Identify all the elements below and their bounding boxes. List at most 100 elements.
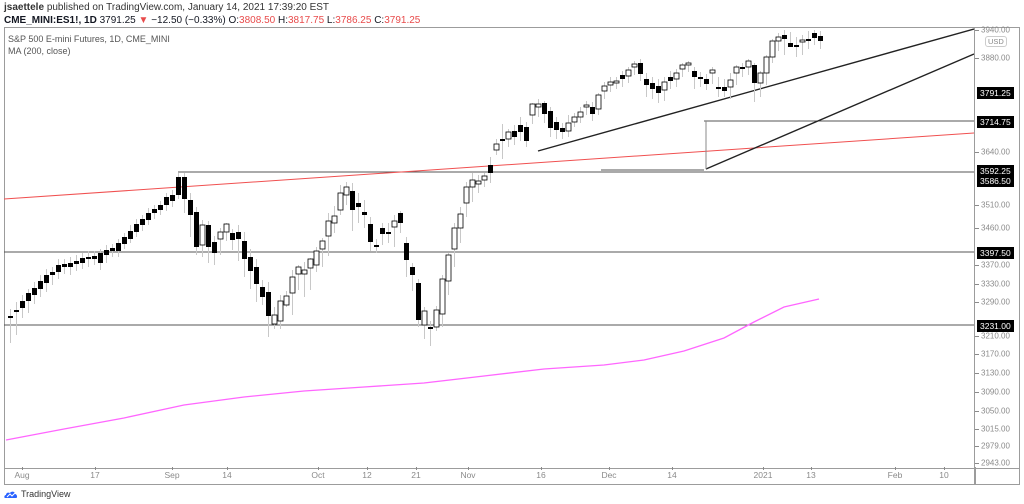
bearish-candle[interactable] [98,253,103,263]
bearish-candle[interactable] [500,139,505,141]
bearish-candle[interactable] [68,263,73,267]
bullish-candle[interactable] [709,69,716,74]
price-level-badge[interactable]: 3592.25 [977,165,1014,177]
bearish-candle[interactable] [44,275,49,283]
candlestick-chart[interactable] [4,27,974,467]
bullish-candle[interactable] [391,220,398,228]
bullish-candle[interactable] [313,250,320,266]
bearish-candle[interactable] [512,131,517,137]
bearish-candle[interactable] [14,310,19,312]
bearish-candle[interactable] [650,83,655,89]
bearish-candle[interactable] [656,86,661,93]
bullish-candle[interactable] [199,224,206,246]
bullish-candle[interactable] [535,103,542,108]
bearish-candle[interactable] [410,267,415,275]
bearish-candle[interactable] [590,107,595,114]
bearish-candle[interactable] [806,39,811,41]
bearish-candle[interactable] [350,191,355,210]
bullish-candle[interactable] [481,175,488,181]
bullish-candle[interactable] [727,79,734,88]
bearish-candle[interactable] [254,267,259,284]
bullish-candle[interactable] [565,122,572,132]
bearish-candle[interactable] [20,301,25,308]
bearish-candle[interactable] [404,243,409,260]
bearish-candle[interactable] [194,212,199,247]
bearish-candle[interactable] [788,43,793,47]
bearish-candle[interactable] [86,257,91,259]
bearish-candle[interactable] [266,292,271,316]
bearish-candle[interactable] [242,241,247,259]
price-axis[interactable]: USD 3940.00 3880.00 3640.00 3510.00 3460.00 3… [974,26,1020,469]
bullish-candle[interactable] [337,192,344,211]
bullish-candle[interactable] [625,69,632,77]
bearish-candle[interactable] [374,245,379,247]
bullish-candle[interactable] [631,63,638,68]
bullish-candle[interactable] [799,39,806,43]
bearish-candle[interactable] [146,213,151,220]
bullish-candle[interactable] [505,131,512,140]
bearish-candle[interactable] [560,128,565,132]
bearish-candle[interactable] [818,36,823,41]
price-level-badge[interactable]: 3791.25 [977,87,1014,99]
bullish-candle[interactable] [451,227,458,250]
bearish-candle[interactable] [548,111,553,128]
bearish-candle[interactable] [524,127,529,141]
bearish-candle[interactable] [782,35,787,39]
bearish-candle[interactable] [794,45,799,47]
bearish-candle[interactable] [620,75,625,79]
bearish-candle[interactable] [134,224,139,232]
bearish-candle[interactable] [206,225,211,247]
bearish-candle[interactable] [644,79,649,85]
bearish-candle[interactable] [8,316,13,318]
bearish-candle[interactable] [260,287,265,297]
bearish-candle[interactable] [812,33,817,38]
bullish-candle[interactable] [475,180,482,185]
bearish-candle[interactable] [488,165,493,173]
bearish-candle[interactable] [554,122,559,130]
axis-corner[interactable] [974,467,1020,485]
bearish-candle[interactable] [722,87,727,91]
bearish-candle[interactable] [128,231,133,239]
bullish-candle[interactable] [595,94,602,110]
bearish-candle[interactable] [704,79,709,84]
lower-wedge-line[interactable] [705,53,974,170]
bullish-candle[interactable] [271,314,278,325]
bullish-candle[interactable] [319,240,326,250]
bullish-candle[interactable] [283,295,290,306]
bullish-candle[interactable] [223,223,230,233]
bullish-candle[interactable] [493,143,500,151]
bearish-candle[interactable] [116,243,121,251]
bearish-candle[interactable] [212,242,217,253]
bullish-candle[interactable] [469,179,476,188]
bullish-candle[interactable] [607,81,614,86]
bearish-candle[interactable] [26,293,31,301]
bullish-candle[interactable] [289,276,296,294]
bearish-candle[interactable] [692,71,697,77]
bearish-candle[interactable] [92,256,97,259]
bearish-candle[interactable] [50,272,55,275]
bearish-candle[interactable] [152,209,157,213]
bullish-candle[interactable] [745,60,752,68]
bearish-candle[interactable] [716,87,721,89]
bullish-candle[interactable] [601,85,608,92]
bearish-candle[interactable] [428,327,433,329]
bearish-candle[interactable] [110,248,115,251]
bullish-candle[interactable] [433,309,440,328]
bearish-candle[interactable] [542,103,547,114]
bearish-candle[interactable] [698,77,703,79]
bearish-candle[interactable] [164,197,169,205]
bullish-candle[interactable] [439,278,446,315]
bullish-candle[interactable] [217,231,224,240]
bearish-candle[interactable] [230,233,235,240]
bearish-candle[interactable] [248,257,253,271]
bullish-candle[interactable] [673,72,680,80]
bullish-candle[interactable] [295,266,302,275]
price-level-badge[interactable]: 3586.50 [977,175,1014,187]
bullish-candle[interactable] [307,258,314,269]
bullish-candle[interactable] [343,186,350,196]
bullish-candle[interactable] [733,66,740,74]
bearish-candle[interactable] [386,232,391,234]
bearish-candle[interactable] [638,63,643,74]
bearish-candle[interactable] [104,250,109,255]
author-name[interactable]: jsaettele [4,2,45,13]
